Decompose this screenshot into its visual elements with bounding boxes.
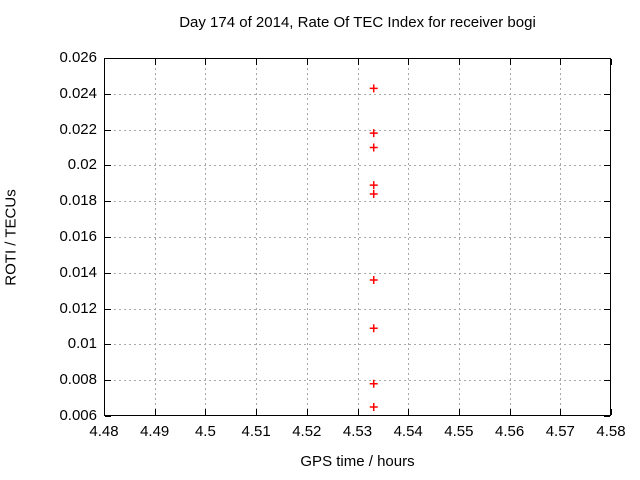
y-tick-label: 0.008: [59, 371, 97, 389]
data-point-marker: [369, 379, 378, 388]
chart-title: Day 174 of 2014, Rate Of TEC Index for r…: [179, 14, 536, 31]
data-point-marker: [369, 143, 378, 152]
x-tick-label: 4.49: [140, 423, 170, 440]
x-tick-label: 4.53: [342, 423, 373, 440]
y-tick-label: 0.01: [67, 335, 97, 353]
x-tick-label: 4.57: [545, 423, 575, 440]
x-tick-label: 4.58: [596, 423, 626, 440]
y-tick-label: 0.02: [67, 156, 97, 174]
x-tick-label: 4.5: [194, 423, 216, 440]
x-tick-label: 4.54: [393, 423, 423, 440]
data-point-marker: [369, 403, 378, 412]
data-point-marker: [369, 129, 378, 138]
x-tick-label: 4.56: [494, 423, 525, 440]
data-point-marker: [369, 181, 378, 190]
data-point-marker: [369, 84, 378, 93]
y-tick-label: 0.006: [59, 407, 97, 424]
x-tick-label: 4.52: [292, 423, 322, 440]
x-tick-label: 4.55: [444, 423, 474, 440]
y-tick-label: 0.022: [59, 120, 97, 138]
y-tick-label: 0.016: [59, 228, 97, 245]
data-point-marker: [369, 324, 378, 333]
data-point-marker: [369, 275, 378, 284]
y-tick-label: 0.014: [59, 263, 97, 281]
y-tick-label: 0.012: [59, 299, 97, 317]
x-tick-label: 4.51: [241, 423, 271, 440]
x-axis-title: GPS time / hours: [300, 453, 415, 470]
plot-area: [104, 58, 612, 417]
x-tick-label: 4.48: [89, 423, 119, 440]
data-point-marker: [369, 190, 378, 199]
y-tick-label: 0.026: [59, 49, 97, 66]
plot-border: [104, 58, 611, 416]
y-tick-label: 0.024: [59, 84, 97, 102]
y-tick-label: 0.018: [59, 192, 97, 210]
